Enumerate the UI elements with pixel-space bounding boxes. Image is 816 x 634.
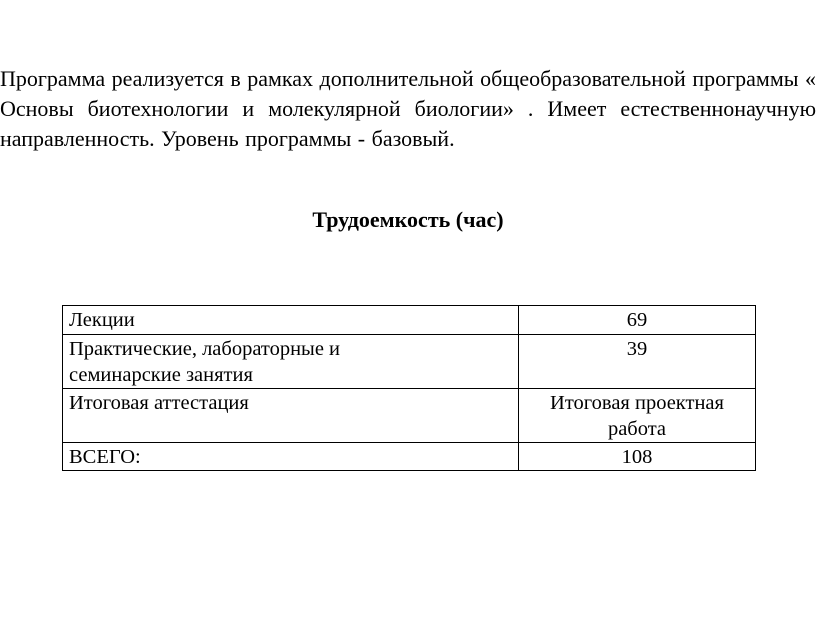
table-row: Лекции 69 — [62, 305, 756, 335]
row-label: Лекции — [62, 305, 519, 335]
hours-table: Лекции 69 Практические, лабораторные и с… — [62, 305, 756, 471]
intro-paragraph: Программа реализуется в рамках дополните… — [0, 66, 816, 151]
table-row: Итоговая аттестация Итоговая проектная р… — [62, 388, 756, 443]
row-label-text: Практические, лабораторные и семинарские… — [69, 338, 341, 386]
row-label: Итоговая аттестация — [62, 388, 519, 443]
table-title: Трудоемкость (час) — [312, 207, 504, 232]
row-value: 39 — [518, 334, 756, 389]
row-label: Практические, лабораторные и семинарские… — [62, 334, 519, 389]
row-value: Итоговая проектная работа — [518, 388, 756, 443]
row-value: 69 — [518, 305, 756, 335]
table-row: Практические, лабораторные и семинарские… — [62, 334, 756, 389]
table-row: ВСЕГО: 108 — [62, 442, 756, 471]
row-label: ВСЕГО: — [62, 442, 519, 471]
row-value: 108 — [518, 442, 756, 471]
